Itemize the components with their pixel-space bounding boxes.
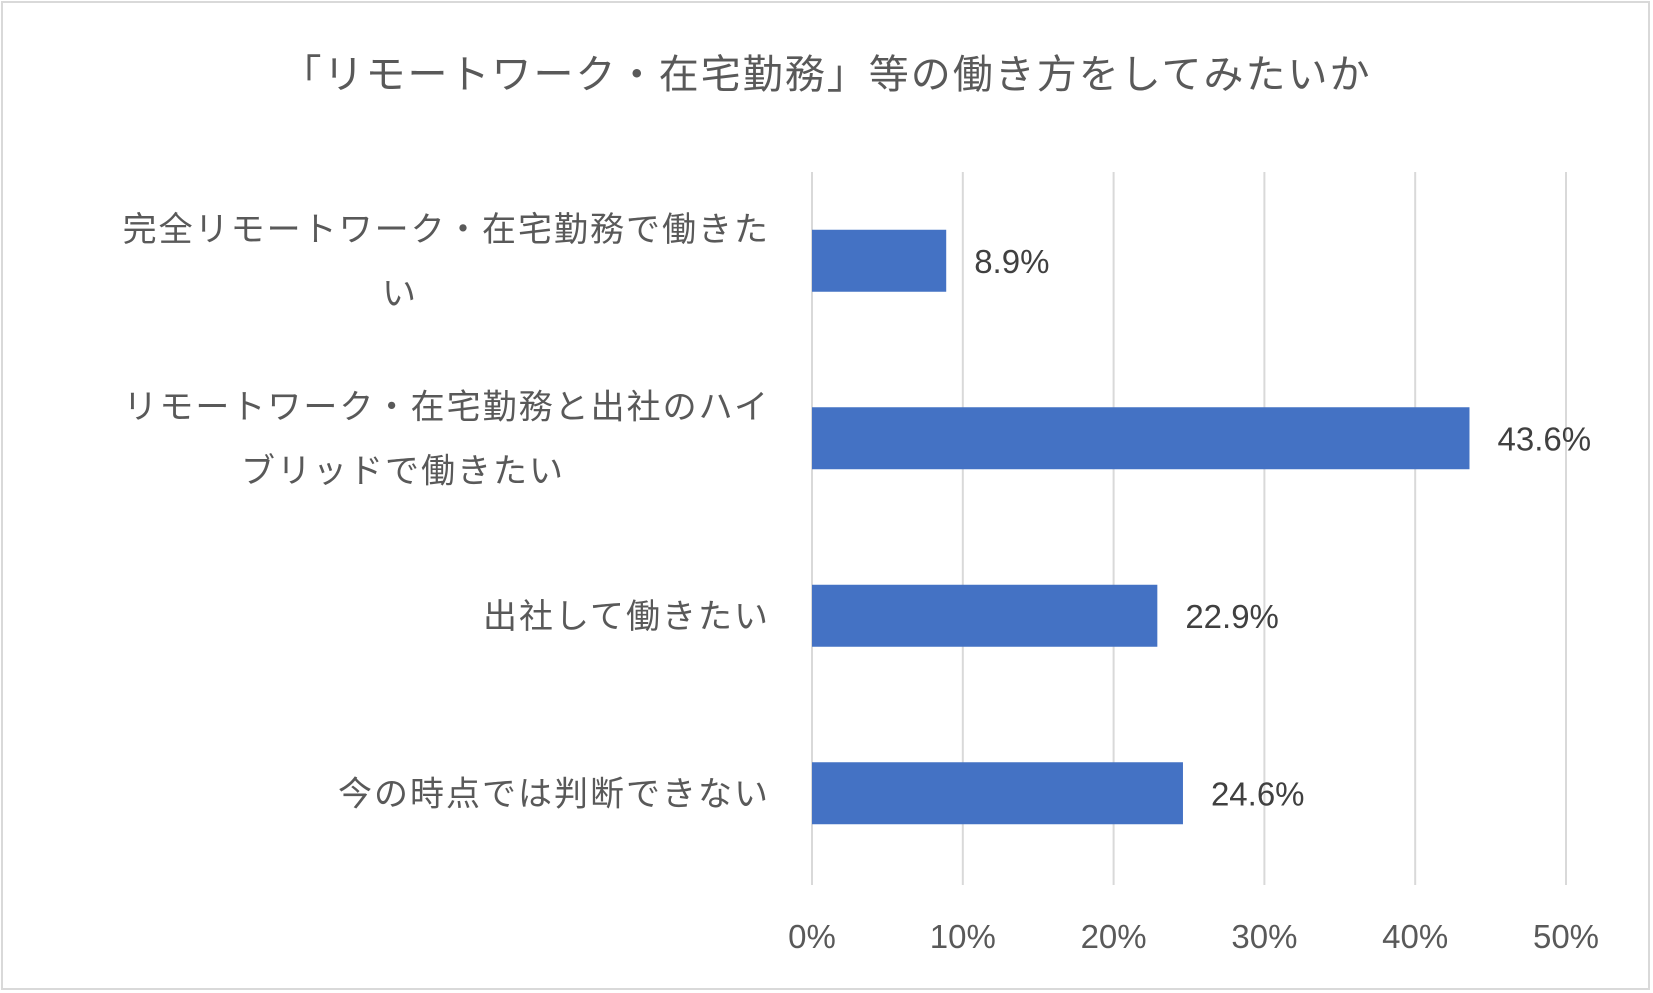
data-label: 22.9% [1185, 598, 1279, 635]
category-label: い [382, 274, 418, 314]
data-label: 24.6% [1211, 775, 1305, 812]
category-label: リモートワーク・在宅勤務と出社のハイ [123, 387, 770, 427]
chart-title: 「リモートワーク・在宅勤務」等の働き方をしてみたいか [281, 52, 1372, 98]
x-tick-label: 10% [930, 918, 996, 955]
bar [812, 584, 1158, 647]
bar [812, 407, 1470, 470]
bar [812, 762, 1183, 825]
x-tick-label: 30% [1231, 918, 1297, 955]
data-label: 43.6% [1497, 420, 1591, 457]
bar [812, 229, 947, 292]
x-tick-label: 50% [1533, 918, 1599, 955]
category-label: 今の時点では判断できない [338, 774, 770, 814]
x-tick-label: 20% [1081, 918, 1147, 955]
x-tick-label: 40% [1382, 918, 1448, 955]
data-label: 8.9% [974, 243, 1049, 280]
category-label: 出社して働きたい [483, 597, 770, 637]
category-label: ブリッドで働きたい [241, 451, 565, 491]
category-label: 完全リモートワーク・在宅勤務で働きた [123, 210, 770, 250]
x-tick-label: 0% [788, 918, 836, 955]
